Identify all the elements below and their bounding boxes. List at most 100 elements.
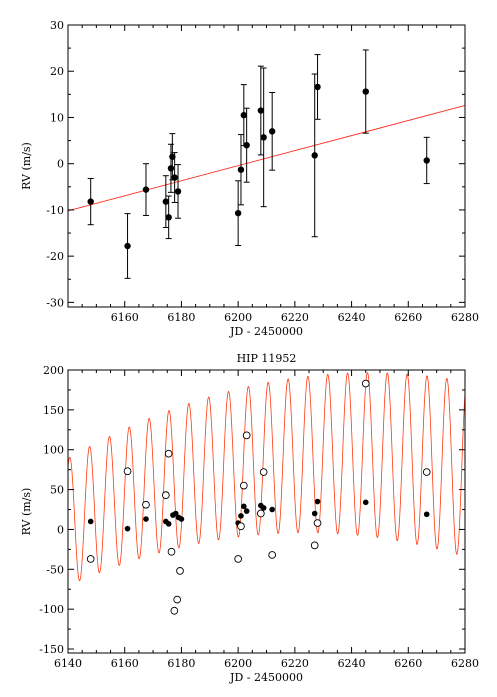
open-data-point [173,595,182,604]
data-point [174,188,182,195]
data-points-group [87,49,430,279]
open-data-point [234,555,242,563]
y-axis-label-bottom: RV (m/s) [20,488,33,536]
filled-data-point [143,516,149,522]
filled-data-point [362,499,369,506]
y-tick-label: -50 [46,563,64,576]
y-tick-label: 10 [50,111,64,124]
filled-data-point [124,525,131,532]
open-data-point [422,468,431,476]
data-point [423,157,430,164]
y-axis-label-top: RV (m/s) [20,142,33,190]
chart-title: HIP 11952 [237,352,297,365]
data-point [257,107,265,114]
x-tick-label: 6280 [451,311,479,324]
open-data-point [86,555,95,563]
open-data-point [313,519,322,527]
x-axis-label-bottom: JD - 2450000 [229,671,303,684]
filled-data-point [238,513,244,519]
filled-data-point [172,510,179,517]
data-point [142,186,150,193]
open-data-point [237,522,245,531]
data-point [268,128,276,135]
panel-top: 6160 6180 6200 6220 6240 6260 6280 -30 -20 -10 0 10… [20,19,479,338]
open-data-point [167,547,176,556]
filled-data-point [269,506,275,513]
data-point [162,198,170,205]
data-point [314,83,321,91]
data-point [260,134,267,141]
filled-data-point [165,521,172,527]
open-data-point [176,567,184,575]
y-tick-label: 20 [50,65,64,78]
filled-data-point [314,498,321,505]
y-tick-label: -20 [46,250,64,263]
y-tick-label: -150 [39,643,64,656]
x-tick-label: 6200 [224,657,252,670]
x-tick-label: 6240 [338,311,366,324]
data-point [362,88,369,95]
filled-data-point [87,518,94,525]
x-tick-label: 6200 [224,311,252,324]
x-tick-label: 6140 [54,657,82,670]
data-point [237,166,245,173]
fit-line-group [67,105,466,212]
y-tick-label: 150 [43,404,64,417]
open-data-point [239,481,248,490]
y-tick-label: 30 [50,19,64,32]
plot-frame-bottom [67,369,466,654]
fit-line [67,105,466,212]
filled-data-point [260,505,267,511]
open-data-point [170,606,179,615]
x-tick-label: 6220 [281,311,309,324]
panel-bottom: HIP 11952 6140 6160 6180 6200 6220 6240 6260 62… [20,352,479,684]
data-point [311,152,318,159]
open-data-point [361,379,370,388]
open-data-point [310,541,319,550]
data-point [169,153,176,160]
filled-data-point [178,516,185,522]
open-data-point [123,467,132,476]
x-tick-label: 6180 [167,311,195,324]
x-tick-label: 6240 [338,657,366,670]
open-data-point [256,509,265,518]
x-tick-label: 6180 [167,657,195,670]
x-axis-label-top: JD - 2450000 [229,325,303,338]
open-data-point [142,500,150,509]
orbit-model-curve [68,372,465,582]
data-point [87,198,94,205]
orbit-model-group [68,372,465,582]
data-point [165,214,172,221]
y-tick-label: 0 [57,158,64,171]
data-point [171,174,178,181]
open-data-point [268,551,277,559]
y-tick-label: -100 [39,603,64,616]
filled-data-point [311,510,318,517]
open-data-point [242,431,251,440]
data-points-group-bottom [86,379,431,615]
x-tick-label: 6280 [451,657,479,670]
open-data-point [164,449,173,458]
x-tick-label: 6220 [281,657,309,670]
filled-data-point [423,511,430,518]
x-tick-label: 6160 [111,657,139,670]
data-point [243,141,250,149]
x-tick-label: 6260 [394,311,422,324]
filled-data-point [243,508,250,514]
filled-data-point [241,503,247,510]
x-tick-label: 6260 [394,657,422,670]
open-data-point [161,491,170,500]
y-tick-label: 200 [43,364,64,377]
y-tick-label: 100 [43,444,64,457]
data-point [124,242,131,250]
data-point [240,111,248,119]
y-tick-label: -10 [46,204,64,217]
ticks-top: 6160 6180 6200 6220 6240 6260 6280 -30 -20 -10 0 10… [46,19,479,324]
open-data-point [259,468,268,476]
ticks-bottom: 6140 6160 6180 6200 6220 6240 6260 6280 -150 -100… [39,364,479,670]
y-tick-label: -30 [46,296,64,309]
data-point [234,209,242,217]
y-tick-label: 50 [50,484,64,497]
x-tick-label: 6160 [111,311,139,324]
